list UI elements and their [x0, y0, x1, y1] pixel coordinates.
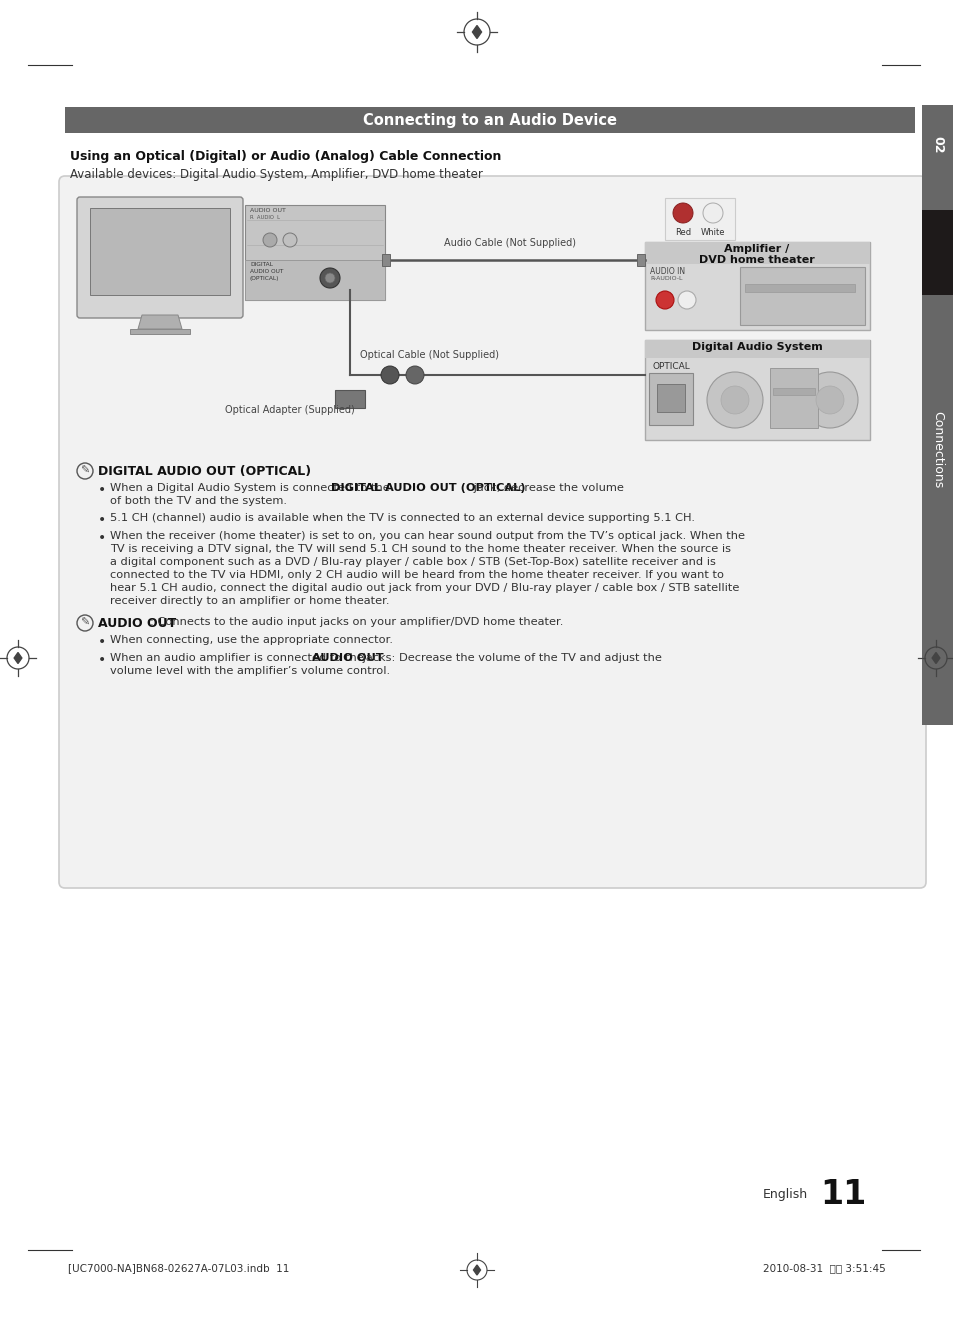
Bar: [921, 104, 953, 210]
Polygon shape: [472, 25, 481, 38]
Text: When a Digital Audio System is connected to the: When a Digital Audio System is connected…: [110, 483, 393, 493]
Bar: [245, 205, 385, 300]
Circle shape: [325, 273, 335, 283]
Bar: [637, 254, 644, 266]
Text: 5.1 CH (channel) audio is available when the TV is connected to an external devi: 5.1 CH (channel) audio is available when…: [110, 513, 695, 523]
Circle shape: [720, 386, 748, 413]
Text: a digital component such as a DVD / Blu-ray player / cable box / STB (Set-Top-Bo: a digital component such as a DVD / Blu-…: [110, 557, 715, 567]
Text: English: English: [762, 1188, 807, 1201]
Text: Audio Cable (Not Supplied): Audio Cable (Not Supplied): [443, 238, 576, 248]
Text: When the receiver (home theater) is set to on, you can hear sound output from th: When the receiver (home theater) is set …: [110, 531, 744, 542]
Text: AUDIO OUT: AUDIO OUT: [98, 617, 176, 630]
Text: connected to the TV via HDMI, only 2 CH audio will be heard from the home theate: connected to the TV via HDMI, only 2 CH …: [110, 569, 723, 580]
Text: Connections: Connections: [930, 411, 943, 489]
Text: Amplifier /: Amplifier /: [723, 244, 789, 254]
Bar: [744, 284, 854, 292]
Text: AUDIO OUT: AUDIO OUT: [250, 207, 286, 213]
Text: 2010-08-31  오후 3:51:45: 2010-08-31 오후 3:51:45: [762, 1263, 885, 1273]
Polygon shape: [473, 1266, 480, 1275]
Text: volume level with the amplifier’s volume control.: volume level with the amplifier’s volume…: [110, 666, 390, 676]
Polygon shape: [14, 653, 22, 663]
Circle shape: [656, 291, 673, 309]
Text: DIGITAL AUDIO OUT (OPTICAL): DIGITAL AUDIO OUT (OPTICAL): [331, 483, 525, 493]
Bar: [921, 295, 953, 725]
Bar: [335, 390, 365, 408]
Bar: [769, 369, 817, 428]
Text: jack, decrease the volume: jack, decrease the volume: [470, 483, 623, 493]
Circle shape: [263, 232, 276, 247]
Text: ✎: ✎: [80, 466, 90, 476]
Text: AUDIO IN: AUDIO IN: [649, 267, 684, 276]
Bar: [772, 388, 814, 395]
Circle shape: [406, 366, 423, 384]
Text: White: White: [700, 229, 724, 236]
Text: Available devices: Digital Audio System, Amplifier, DVD home theater: Available devices: Digital Audio System,…: [70, 168, 482, 181]
Text: jacks: Decrease the volume of the TV and adjust the: jacks: Decrease the volume of the TV and…: [358, 653, 661, 663]
Polygon shape: [931, 653, 939, 663]
Circle shape: [319, 268, 339, 288]
Text: DIGITAL: DIGITAL: [250, 262, 273, 267]
Text: Using an Optical (Digital) or Audio (Analog) Cable Connection: Using an Optical (Digital) or Audio (Ana…: [70, 151, 501, 162]
Circle shape: [678, 291, 696, 309]
FancyBboxPatch shape: [59, 176, 925, 888]
Text: AUDIO OUT: AUDIO OUT: [250, 269, 283, 273]
Text: •: •: [98, 513, 106, 527]
Text: Optical Adapter (Supplied): Optical Adapter (Supplied): [225, 406, 355, 415]
FancyBboxPatch shape: [77, 197, 243, 318]
Text: Optical Cable (Not Supplied): Optical Cable (Not Supplied): [360, 350, 499, 361]
Circle shape: [702, 203, 722, 223]
Polygon shape: [138, 314, 182, 329]
FancyBboxPatch shape: [644, 242, 869, 330]
Text: OPTICAL: OPTICAL: [652, 362, 690, 371]
Text: •: •: [98, 653, 106, 667]
Bar: [921, 210, 953, 295]
Text: : Connects to the audio input jacks on your amplifier/DVD home theater.: : Connects to the audio input jacks on y…: [150, 617, 563, 627]
Text: R-AUDIO-L: R-AUDIO-L: [649, 276, 681, 281]
FancyBboxPatch shape: [644, 339, 869, 440]
Text: Digital Audio System: Digital Audio System: [691, 342, 821, 351]
Bar: [740, 267, 864, 325]
Text: receiver directly to an amplifier or home theater.: receiver directly to an amplifier or hom…: [110, 596, 389, 606]
Text: hear 5.1 CH audio, connect the digital audio out jack from your DVD / Blu-ray pl: hear 5.1 CH audio, connect the digital a…: [110, 583, 739, 593]
Text: AUDIO OUT: AUDIO OUT: [312, 653, 384, 663]
Text: Red: Red: [674, 229, 690, 236]
Text: When an audio amplifier is connected to the: When an audio amplifier is connected to …: [110, 653, 367, 663]
Text: •: •: [98, 531, 106, 546]
Text: Connecting to an Audio Device: Connecting to an Audio Device: [363, 112, 617, 128]
Text: •: •: [98, 635, 106, 649]
Circle shape: [380, 366, 398, 384]
Circle shape: [801, 373, 857, 428]
Bar: [65, 107, 914, 133]
Text: DVD home theater: DVD home theater: [699, 255, 814, 266]
Text: DIGITAL AUDIO OUT (OPTICAL): DIGITAL AUDIO OUT (OPTICAL): [98, 465, 311, 478]
Circle shape: [815, 386, 843, 413]
Bar: [245, 260, 385, 300]
Text: 02: 02: [930, 136, 943, 153]
Bar: [381, 254, 390, 266]
Text: of both the TV and the system.: of both the TV and the system.: [110, 495, 287, 506]
Bar: [644, 242, 869, 264]
Text: ✎: ✎: [80, 618, 90, 627]
Text: When connecting, use the appropriate connector.: When connecting, use the appropriate con…: [110, 635, 393, 645]
Text: (OPTICAL): (OPTICAL): [250, 276, 279, 281]
Bar: [664, 198, 734, 240]
Bar: [644, 339, 869, 358]
FancyBboxPatch shape: [648, 373, 692, 425]
Circle shape: [283, 232, 296, 247]
Bar: [90, 207, 230, 295]
Bar: [130, 329, 190, 334]
Text: 11: 11: [820, 1178, 865, 1211]
Text: TV is receiving a DTV signal, the TV will send 5.1 CH sound to the home theater : TV is receiving a DTV signal, the TV wil…: [110, 544, 730, 553]
Circle shape: [706, 373, 762, 428]
Text: [UC7000-NA]BN68-02627A-07L03.indb  11: [UC7000-NA]BN68-02627A-07L03.indb 11: [68, 1263, 289, 1273]
Bar: [657, 384, 684, 412]
Circle shape: [672, 203, 692, 223]
Text: R  AUDIO  L: R AUDIO L: [250, 215, 280, 221]
Text: •: •: [98, 483, 106, 497]
